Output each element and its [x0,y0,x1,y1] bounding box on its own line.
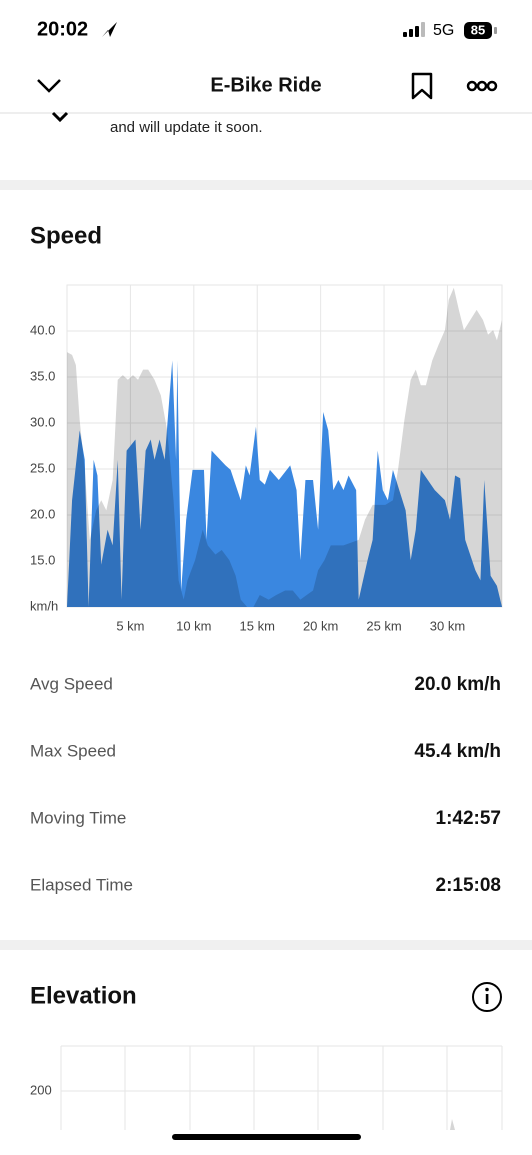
speed-chart: km/h 15.0 20.0 25.0 30.0 35.0 40.0 5 km 10 km 15 … [30,284,503,633]
signal-icon [403,22,425,37]
section-separator [0,180,532,190]
x-tick-label: 20 km [303,618,338,633]
back-button[interactable] [37,79,61,93]
y-tick-label: 30.0 [30,414,55,429]
area [67,360,502,607]
elevation-grid [60,1045,503,1130]
y-tick-label: 200 [30,1082,52,1097]
y-tick-label: 25.0 [30,460,55,475]
network-label: 5G [433,22,454,39]
home-indicator[interactable] [172,1134,361,1140]
elevation-area [450,1119,455,1130]
section-title: Speed [30,222,102,249]
stat-label: Max Speed [30,741,116,760]
stats-list: Avg Speed 20.0 km/h Max Speed 45.4 km/h Movi… [30,674,501,896]
status-time: 20:02 [37,18,88,40]
stat-label: Elapsed Time [30,875,133,894]
section-title: Elevation [30,982,137,1009]
more-button[interactable] [466,80,498,92]
notice-text: and will update it soon. [110,119,263,136]
stat-value: 45.4 km/h [414,741,501,762]
x-tick-label: 15 km [240,618,275,633]
x-tick-label: 5 km [116,618,144,633]
y-tick-label: 15.0 [30,552,55,567]
area [67,287,502,607]
notice-chevron [51,111,69,123]
y-tick-label: 40.0 [30,322,55,337]
stat-label: Moving Time [30,808,126,827]
stat-value: 20.0 km/h [414,674,501,695]
stat-value: 1:42:57 [436,808,502,829]
bookmark-button[interactable] [411,72,433,100]
y-tick-label: 20.0 [30,506,55,521]
battery-level: 85 [471,22,485,37]
stat-label: Avg Speed [30,674,113,693]
x-tick-label: 30 km [430,618,465,633]
battery-tip [494,27,497,34]
section-separator [0,940,532,950]
location-icon [102,22,117,37]
y-tick-label: 35.0 [30,368,55,383]
header-title: E-Bike Ride [210,74,321,96]
y-tick-label: km/h [30,598,58,613]
info-button[interactable] [472,982,502,1012]
x-tick-label: 10 km [176,618,211,633]
x-tick-label: 25 km [366,618,401,633]
stat-value: 2:15:08 [436,875,502,896]
battery-icon [464,22,492,39]
